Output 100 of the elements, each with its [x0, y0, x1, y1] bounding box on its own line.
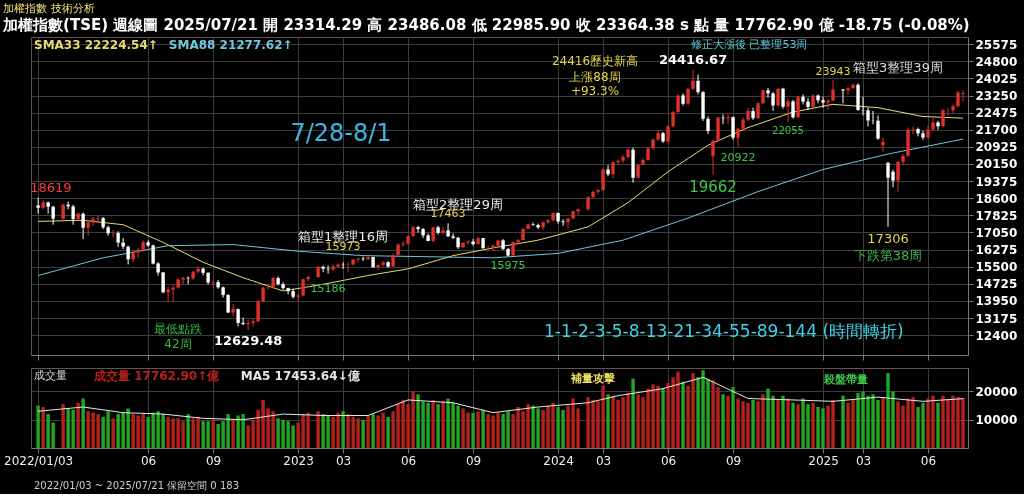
candlestick	[766, 87, 770, 99]
y-tick-label: 16275	[975, 243, 1018, 258]
candlestick	[546, 218, 550, 225]
bar	[36, 405, 40, 448]
candlestick	[791, 99, 795, 120]
candlestick	[281, 281, 285, 291]
text: 2022/01/03 ~ 2025/07/21 保留空間 0 183	[34, 480, 239, 491]
candlestick	[866, 107, 870, 127]
candlestick	[51, 205, 55, 226]
candlestick	[146, 239, 150, 248]
bar	[681, 381, 685, 448]
bar	[386, 416, 390, 448]
candlestick	[726, 112, 730, 125]
bar	[781, 395, 785, 448]
bar	[366, 415, 370, 448]
y-tick-label: 19375	[975, 174, 1018, 189]
y-tick-label: 13175	[975, 311, 1018, 326]
series-label: 成交量 17762.90↑億	[93, 369, 221, 383]
x-tick-label: 06	[140, 453, 157, 468]
candlestick	[296, 293, 300, 302]
bar	[211, 419, 215, 448]
y-tick-label: 24800	[975, 54, 1018, 69]
bar	[361, 419, 365, 448]
annotation: 15975	[490, 259, 526, 273]
candlestick	[621, 154, 625, 164]
x-tick-label: 03	[335, 453, 352, 468]
bar	[721, 394, 725, 448]
candlestick	[266, 283, 270, 291]
candlestick	[536, 223, 540, 230]
y-tick-label: 23250	[975, 89, 1018, 104]
annotation: 箱型3整理39周	[853, 60, 943, 75]
y-tick-label: 13950	[975, 294, 1018, 309]
y-tick-label: 24025	[975, 71, 1018, 86]
bar	[61, 404, 65, 448]
bar	[436, 404, 440, 448]
candlestick	[211, 279, 215, 288]
candlestick	[241, 316, 245, 326]
candlestick	[416, 225, 420, 233]
candlestick	[696, 74, 700, 95]
annotation: 殺盤帶量	[823, 373, 868, 386]
candlestick	[36, 197, 40, 215]
candlestick	[91, 216, 95, 227]
candlestick	[871, 110, 875, 125]
annotation: 24416歷史新高	[551, 54, 639, 68]
candlestick	[711, 139, 715, 176]
candlestick	[736, 127, 740, 148]
candlestick	[951, 103, 955, 114]
x-tick-label: 06	[660, 453, 677, 468]
candlestick	[931, 116, 935, 132]
bar	[786, 398, 790, 448]
x-tick-label: 03	[855, 453, 872, 468]
bar	[316, 411, 320, 448]
x-tick-label: 03	[595, 453, 612, 468]
annotation: 22055	[772, 124, 804, 136]
candlestick	[336, 262, 340, 269]
bar	[776, 399, 780, 448]
x-tick-label: 2024	[543, 453, 574, 468]
candlestick	[446, 222, 450, 238]
y-tick-label: 10000	[975, 413, 1018, 428]
annotation: 1-1-2-3-5-8-13-21-34-55-89-144 (時間轉折)	[544, 321, 904, 341]
bar	[811, 402, 815, 448]
candlestick	[201, 267, 205, 276]
bar	[751, 399, 755, 448]
text: MA5 17453.64↓億	[240, 369, 361, 383]
candlestick	[936, 120, 940, 131]
bar	[111, 418, 115, 448]
x-tick-label: 2022/01/03	[4, 453, 74, 468]
annotation: 補量攻擊	[570, 372, 615, 385]
candlestick	[776, 87, 780, 108]
x-tick-label: 09	[725, 453, 742, 468]
bar	[841, 395, 845, 448]
candlestick	[376, 263, 380, 271]
candlestick	[606, 164, 610, 177]
bar	[606, 394, 610, 448]
candlestick	[516, 238, 520, 246]
annotation: 上漲88周	[569, 70, 621, 84]
candlestick	[901, 153, 905, 166]
y-tick-label: 18600	[975, 191, 1018, 206]
candlestick	[716, 116, 720, 143]
candlestick	[676, 93, 680, 114]
candlestick	[381, 260, 385, 268]
candlestick	[846, 86, 850, 95]
annotation: 12629.48	[213, 333, 283, 349]
candlestick	[786, 98, 790, 123]
annotation: 成交量	[34, 369, 67, 382]
y-tick-label: 20000	[975, 384, 1018, 399]
candlestick	[346, 261, 350, 273]
bar	[631, 378, 635, 448]
y-tick-label: 25575	[975, 37, 1018, 52]
chart-subtitle: 加權指數(TSE) 週線圖 2025/07/21 開 23314.29 高 23486.08 低 22985.90 收 23364.38 s 點 量 17762.90 億 -18.75 (-0.08%)	[2, 15, 970, 34]
bar	[476, 411, 480, 448]
annotation: 最低點跌	[154, 322, 202, 336]
candlestick	[576, 207, 580, 216]
candlestick	[306, 275, 310, 282]
annotation: 18619	[30, 179, 72, 195]
x-tick-label: 06	[400, 453, 417, 468]
x-tick-label: 06	[920, 453, 937, 468]
bar	[341, 411, 345, 448]
bar	[76, 402, 80, 448]
candlestick	[896, 160, 900, 193]
